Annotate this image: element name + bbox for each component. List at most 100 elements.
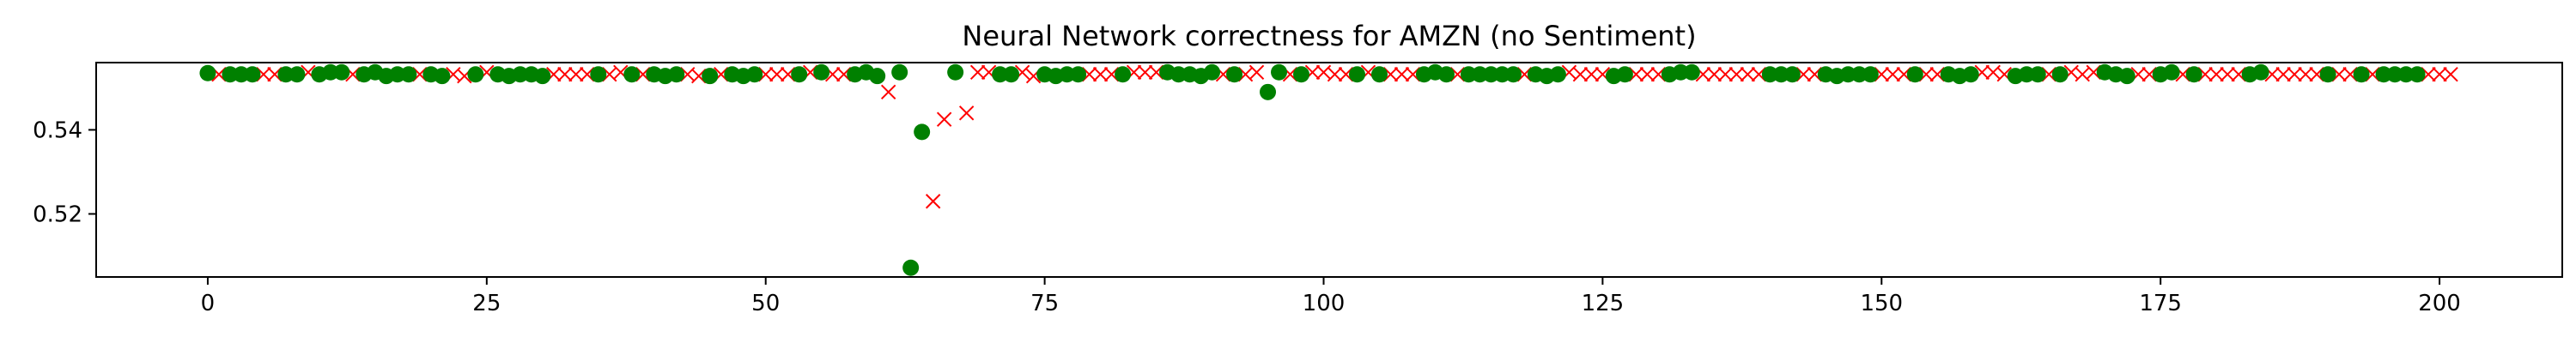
correct-point-marker xyxy=(1271,63,1288,81)
x-tick-label: 25 xyxy=(472,291,501,316)
correct-point-marker xyxy=(1070,66,1087,83)
incorrect-point-marker xyxy=(1706,67,1722,82)
correct-point-marker xyxy=(746,66,763,83)
correct-point-marker xyxy=(590,66,607,83)
correct-point-marker xyxy=(702,68,719,85)
correct-point-marker xyxy=(233,66,250,83)
correct-point-marker xyxy=(1260,83,1277,100)
correct-point-marker xyxy=(791,66,808,83)
correct-point-marker xyxy=(992,66,1009,83)
correct-point-marker xyxy=(1839,66,1856,83)
correct-point-marker xyxy=(1170,66,1188,83)
correct-point-marker xyxy=(1493,66,1510,83)
incorrect-point-marker xyxy=(1137,64,1153,80)
correct-point-marker xyxy=(2353,66,2370,83)
incorrect-point-marker xyxy=(1394,67,1410,82)
correct-point-marker xyxy=(400,66,417,83)
correct-point-marker xyxy=(2386,66,2403,83)
incorrect-point-marker xyxy=(2275,67,2291,82)
chart-title: Neural Network correctness for AMZN (no … xyxy=(962,20,1696,52)
correct-point-marker xyxy=(1204,63,1221,81)
correct-point-marker xyxy=(2397,66,2415,83)
correct-point-marker xyxy=(813,63,830,81)
correct-point-marker xyxy=(1003,66,1020,83)
x-tick-label: 150 xyxy=(1860,291,1903,316)
correct-point-marker xyxy=(1683,63,1700,81)
y-axis: 0.52 0.54 xyxy=(33,117,96,227)
correct-point-marker xyxy=(2018,66,2035,83)
x-tick-label: 0 xyxy=(201,291,216,316)
x-tick-label: 100 xyxy=(1303,291,1346,316)
correct-point-marker xyxy=(2409,66,2426,83)
incorrect-point-marker xyxy=(1249,64,1265,80)
correct-point-marker xyxy=(1672,63,1689,81)
correct-point-marker xyxy=(947,63,964,81)
correct-point-marker xyxy=(1850,66,1868,83)
correct-point-marker xyxy=(434,68,451,85)
correct-point-marker xyxy=(289,66,306,83)
incorrect-point-marker xyxy=(880,84,896,100)
incorrect-point-marker xyxy=(1728,67,1745,82)
y-tick-label: 0.52 xyxy=(33,202,82,227)
incorrect-point-marker xyxy=(1327,67,1343,82)
correct-point-marker xyxy=(2051,66,2069,83)
x-tick-label: 50 xyxy=(751,291,780,316)
correct-point-marker xyxy=(1348,66,1365,83)
correct-point-marker xyxy=(1226,66,1243,83)
incorrect-point-marker xyxy=(1639,67,1656,82)
correct-point-marker xyxy=(914,123,931,141)
x-tick-label: 125 xyxy=(1582,291,1625,316)
correct-point-marker xyxy=(1437,66,1455,83)
correct-point-marker xyxy=(199,64,216,81)
x-tick-label: 75 xyxy=(1030,291,1059,316)
correct-point-marker xyxy=(333,63,350,81)
correct-point-marker xyxy=(2029,66,2046,83)
incorrect-point-marker xyxy=(1092,67,1109,82)
correct-point-marker xyxy=(1772,66,1789,83)
correct-point-marker xyxy=(1783,66,1801,83)
incorrect-point-marker xyxy=(769,67,785,82)
correct-point-marker xyxy=(512,66,529,83)
correct-point-marker xyxy=(869,68,886,85)
incorrect-point-marker xyxy=(2220,67,2235,82)
incorrect-point-marker xyxy=(2208,67,2224,82)
correct-point-marker xyxy=(2185,66,2202,83)
correct-point-marker xyxy=(1962,66,1979,83)
correct-point-marker xyxy=(1616,66,1633,83)
data-markers xyxy=(199,63,2458,276)
correct-point-marker xyxy=(389,66,406,83)
x-tick-label: 200 xyxy=(2418,291,2461,316)
incorrect-point-marker xyxy=(2432,67,2447,82)
incorrect-point-marker xyxy=(2443,67,2458,82)
incorrect-point-marker xyxy=(936,111,952,127)
incorrect-point-marker xyxy=(1885,67,1900,82)
correct-point-marker xyxy=(277,66,295,83)
correct-point-marker xyxy=(2118,68,2136,85)
correct-point-marker xyxy=(668,66,685,83)
correct-point-marker xyxy=(1761,66,1778,83)
incorrect-point-marker xyxy=(1740,67,1756,82)
incorrect-point-marker xyxy=(925,194,941,209)
axes-frame xyxy=(95,62,2563,278)
x-axis: 0 25 50 75 100 125 150 175 200 xyxy=(201,277,2461,316)
correct-point-marker xyxy=(1906,66,1923,83)
incorrect-point-marker xyxy=(969,64,986,80)
correct-point-marker xyxy=(2252,63,2269,81)
correct-point-marker xyxy=(1293,66,1310,83)
correct-point-marker xyxy=(534,68,551,85)
y-tick-label: 0.54 xyxy=(33,117,82,143)
incorrect-point-marker xyxy=(2287,67,2302,82)
correct-point-marker xyxy=(467,66,484,83)
incorrect-point-marker xyxy=(2298,67,2313,82)
correct-point-marker xyxy=(322,63,339,81)
correct-point-marker xyxy=(1504,66,1522,83)
incorrect-point-marker xyxy=(1572,67,1589,82)
correct-point-marker xyxy=(1471,66,1488,83)
x-tick-label: 175 xyxy=(2139,291,2182,316)
incorrect-point-marker xyxy=(1583,67,1600,82)
incorrect-point-marker xyxy=(1717,67,1734,82)
correct-point-marker xyxy=(2375,66,2392,83)
correct-point-marker xyxy=(2319,66,2336,83)
correct-point-marker xyxy=(891,63,908,81)
correct-point-marker xyxy=(1370,66,1388,83)
